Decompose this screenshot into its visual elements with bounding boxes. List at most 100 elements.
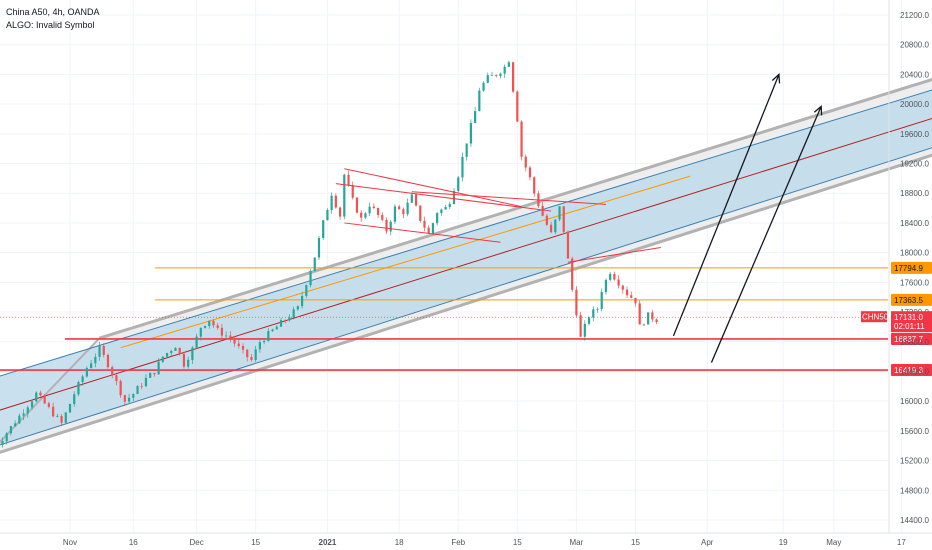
time-axis[interactable]: Nov16Dec15202118Feb15Mar15Apr19May17Jun1… bbox=[0, 532, 932, 547]
candle-body bbox=[47, 403, 50, 407]
arrow-head bbox=[813, 104, 823, 116]
candle-body bbox=[136, 386, 139, 394]
level-tag bbox=[891, 293, 932, 306]
candle-body bbox=[406, 202, 409, 215]
time-tick-label: 15 bbox=[251, 538, 260, 547]
candle-body bbox=[655, 319, 658, 323]
current-price-tag bbox=[891, 311, 932, 333]
candle-body bbox=[85, 368, 88, 377]
time-tick-label: Feb bbox=[451, 538, 465, 547]
price-tick-label: 18800.0 bbox=[900, 189, 929, 198]
level-tag-label: 17363.5 bbox=[894, 296, 923, 305]
candle-body bbox=[1, 441, 4, 445]
candle-body bbox=[18, 415, 21, 424]
candle-body bbox=[600, 291, 603, 309]
candle-body bbox=[102, 346, 105, 355]
arrow-head bbox=[771, 73, 781, 84]
candle-body bbox=[461, 156, 464, 178]
candle-body bbox=[14, 423, 17, 427]
candle-body bbox=[296, 306, 299, 310]
trend-drawings[interactable] bbox=[335, 73, 823, 363]
candle-body bbox=[73, 394, 76, 404]
candle-body bbox=[347, 174, 350, 186]
candle-body bbox=[587, 317, 591, 324]
candle-body bbox=[288, 317, 291, 321]
candle-body bbox=[94, 356, 97, 364]
price-tick-label: 15200.0 bbox=[900, 457, 929, 466]
candle-body bbox=[292, 309, 295, 318]
indicator-label[interactable]: ALGO: Invalid Symbol bbox=[6, 20, 95, 30]
symbol-title[interactable]: China A50, 4h, OANDA bbox=[6, 7, 100, 17]
candle-body bbox=[486, 75, 489, 83]
candle-body bbox=[507, 62, 510, 67]
candle-body bbox=[533, 177, 536, 194]
price-axis[interactable]: 14400.0 14800.0 15200.0 15600.0 16000.0 16400… bbox=[0, 0, 932, 533]
candle-body bbox=[647, 312, 650, 325]
candle-body bbox=[153, 372, 156, 375]
candle-body bbox=[263, 341, 266, 343]
candle-body bbox=[372, 206, 375, 209]
candle-body bbox=[499, 73, 502, 77]
candle-body bbox=[558, 206, 561, 220]
candle-body bbox=[440, 209, 443, 214]
level-tag-label: 16837.7 bbox=[894, 335, 923, 344]
price-tick-label: 20400.0 bbox=[900, 70, 929, 79]
horizontal-levels[interactable]: 17794.9 17363.5 16837.7 16419.3 bbox=[0, 261, 932, 377]
flag-trend-line bbox=[335, 183, 552, 212]
time-tick-label: 16 bbox=[129, 538, 138, 547]
candle-body bbox=[119, 381, 122, 396]
candle-body bbox=[376, 208, 380, 215]
candle-body bbox=[503, 66, 506, 74]
time-tick-label: Apr bbox=[701, 538, 714, 547]
candle-body bbox=[423, 220, 426, 228]
candle-body bbox=[301, 295, 304, 307]
candle-body bbox=[414, 194, 418, 206]
price-tick-label: 16000.0 bbox=[900, 397, 929, 406]
candle-body bbox=[275, 326, 278, 330]
level-tag bbox=[891, 332, 932, 345]
candle-body bbox=[106, 354, 110, 368]
price-tick-label: 20000.0 bbox=[900, 100, 929, 109]
price-tick-label: 19600.0 bbox=[900, 130, 929, 139]
candle-body bbox=[360, 212, 363, 218]
price-tick-label: 17600.0 bbox=[900, 278, 929, 287]
candle-body bbox=[98, 346, 101, 357]
time-tick-label: 18 bbox=[395, 538, 404, 547]
candle-body bbox=[609, 273, 612, 280]
candle-body bbox=[195, 336, 198, 348]
candle-body bbox=[216, 325, 219, 328]
candle-body bbox=[77, 382, 80, 395]
candle-body bbox=[524, 156, 527, 168]
channel-median-line bbox=[0, 118, 932, 411]
level-tag-label: 17794.9 bbox=[894, 264, 923, 273]
candle-body bbox=[250, 357, 253, 360]
chart-legend: China A50, 4h, OANDA ALGO: Invalid Symbo… bbox=[6, 6, 100, 32]
candle-body bbox=[642, 324, 646, 326]
candle-body bbox=[111, 367, 114, 376]
candle-body bbox=[520, 121, 523, 157]
candle-body bbox=[393, 206, 397, 222]
candle-body bbox=[284, 320, 287, 321]
time-tick-label: 19 bbox=[779, 538, 788, 547]
candle-body bbox=[233, 338, 236, 344]
candle-body bbox=[592, 309, 595, 318]
candle-body bbox=[254, 349, 257, 360]
candle-body bbox=[157, 361, 160, 375]
level-tag bbox=[891, 364, 932, 377]
candle-body bbox=[313, 257, 316, 272]
candle-body bbox=[279, 320, 283, 327]
candle-body bbox=[452, 190, 456, 205]
candle-body bbox=[60, 415, 63, 423]
candle-body bbox=[52, 406, 55, 417]
candle-body bbox=[583, 323, 586, 337]
candle-body bbox=[490, 75, 494, 76]
candle-body bbox=[258, 342, 261, 350]
candle-body bbox=[528, 167, 532, 178]
time-tick-label: Dec bbox=[189, 538, 203, 547]
candle-body bbox=[22, 413, 25, 416]
candle-body bbox=[309, 271, 312, 286]
arrow-line bbox=[672, 74, 780, 337]
candle-body bbox=[621, 285, 624, 290]
candle-body bbox=[402, 209, 405, 215]
